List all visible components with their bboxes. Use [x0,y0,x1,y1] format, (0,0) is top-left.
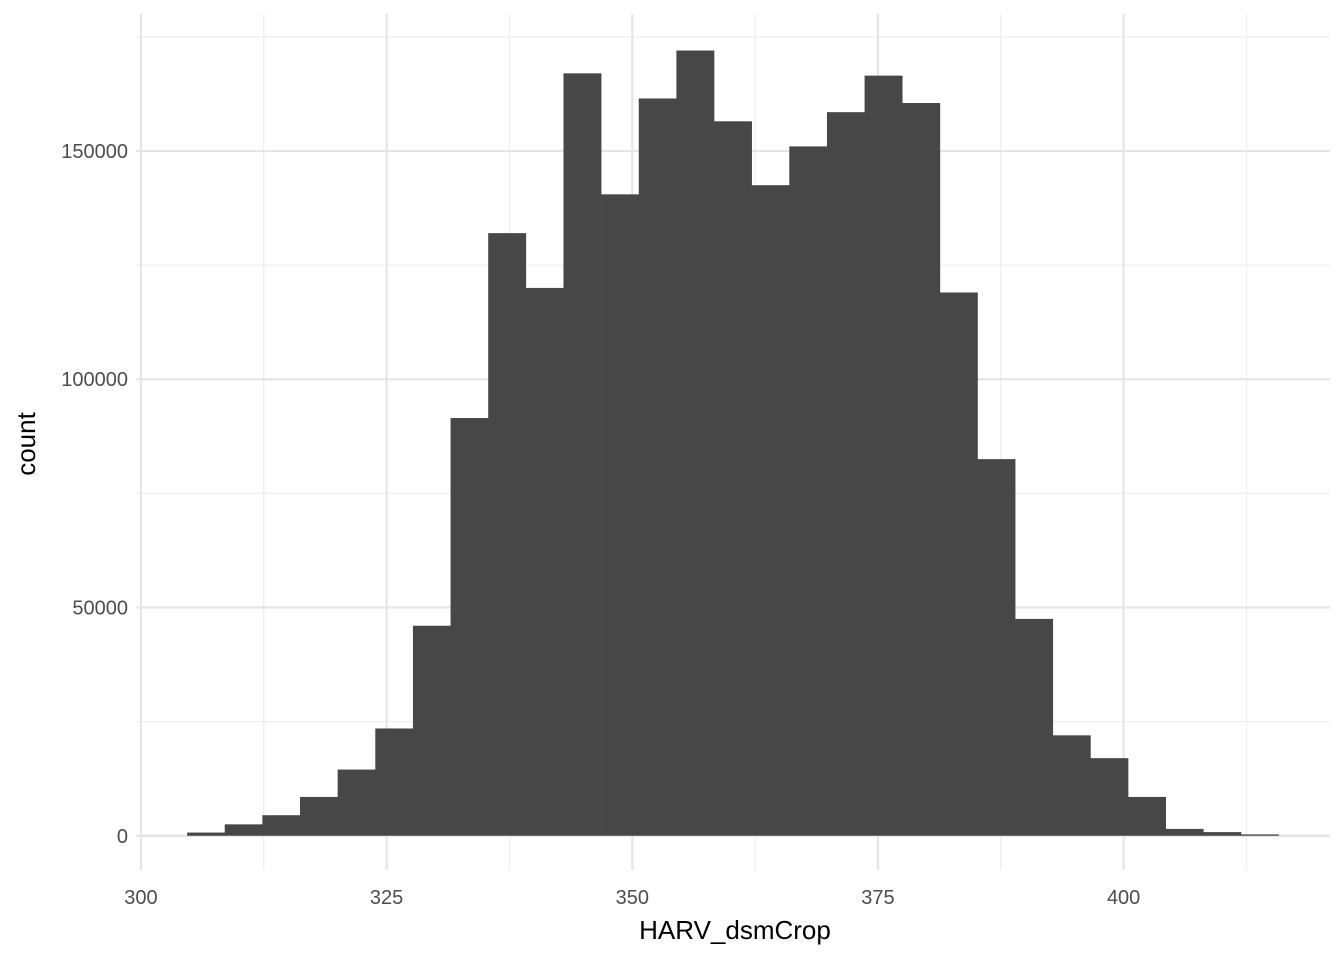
histogram-bar [187,832,226,836]
histogram-bar [1203,832,1242,836]
histogram-bar [864,75,903,836]
histogram-bar [337,769,376,836]
y-tick-label: 50000 [72,597,128,619]
histogram-bar [1165,828,1204,836]
histogram-bar [902,103,941,836]
histogram-bar [1240,834,1279,836]
histogram-bar [826,112,865,836]
histogram-bar [412,625,451,836]
x-tick-label: 350 [616,887,649,909]
histogram-bar [601,194,640,836]
histogram-bar [262,815,301,836]
histogram-bar [450,418,489,836]
histogram-bar [1052,735,1091,836]
histogram-bar [1128,796,1166,836]
histogram-bar [638,98,677,836]
y-tick-label: 100000 [61,369,128,391]
histogram-bar [224,824,263,836]
histogram-bar [977,459,1016,836]
x-axis-title: HARV_dsmCrop [639,915,831,945]
x-axis-tick-labels: 300 325 350 375 400 [124,887,1140,909]
y-axis-tick-labels: 0 50000 100000 150000 [61,141,128,848]
histogram-bar [1090,758,1129,836]
y-axis-title: count [11,411,41,475]
histogram-bar [714,121,752,836]
histogram-bar [375,728,414,836]
x-tick-label: 400 [1107,887,1140,909]
histogram-bar [676,50,715,836]
histogram-bar [300,796,338,836]
x-tick-label: 375 [861,887,894,909]
histogram-bar [751,185,790,836]
x-tick-label: 300 [124,887,157,909]
histogram-bar [563,73,602,836]
histogram-bar [525,287,564,836]
y-tick-label: 0 [117,826,128,848]
histogram-bar [1015,618,1054,836]
histogram-bar [939,292,978,836]
y-tick-label: 150000 [61,141,128,163]
x-tick-label: 325 [370,887,403,909]
histogram-bars [187,50,1279,836]
histogram-bar [488,233,527,836]
histogram-bar [789,146,828,836]
